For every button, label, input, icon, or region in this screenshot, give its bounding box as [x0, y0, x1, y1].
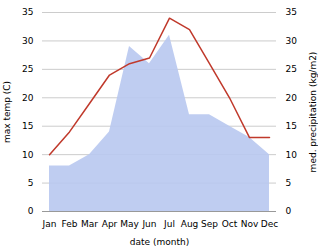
svg-text:35: 35	[22, 7, 33, 17]
svg-text:20: 20	[22, 93, 34, 103]
svg-text:Jan: Jan	[42, 219, 57, 229]
svg-text:0: 0	[286, 206, 292, 216]
svg-text:15: 15	[22, 121, 33, 131]
svg-text:30: 30	[22, 36, 34, 46]
svg-text:15: 15	[286, 121, 297, 131]
svg-text:25: 25	[22, 64, 33, 74]
svg-text:date (month): date (month)	[130, 237, 189, 247]
svg-text:Dec: Dec	[261, 219, 278, 229]
svg-text:0: 0	[28, 206, 34, 216]
svg-text:10: 10	[286, 150, 298, 160]
svg-text:Oct: Oct	[222, 219, 238, 229]
svg-text:30: 30	[286, 36, 298, 46]
svg-text:Jun: Jun	[141, 219, 156, 229]
svg-text:5: 5	[286, 178, 292, 188]
svg-text:Sep: Sep	[201, 219, 218, 229]
svg-text:Mar: Mar	[81, 219, 98, 229]
svg-text:5: 5	[28, 178, 34, 188]
svg-text:Jul: Jul	[163, 219, 175, 229]
svg-text:Feb: Feb	[62, 219, 78, 229]
svg-text:25: 25	[286, 64, 297, 74]
svg-text:10: 10	[22, 150, 34, 160]
svg-text:max temp (C): max temp (C)	[2, 81, 12, 143]
svg-text:Apr: Apr	[102, 219, 118, 229]
svg-text:Aug: Aug	[181, 219, 199, 229]
svg-text:med. precipitation (kg/m2): med. precipitation (kg/m2)	[308, 52, 318, 173]
svg-text:Nov: Nov	[241, 219, 259, 229]
svg-text:20: 20	[286, 93, 298, 103]
svg-text:35: 35	[286, 7, 297, 17]
svg-text:May: May	[120, 219, 139, 229]
